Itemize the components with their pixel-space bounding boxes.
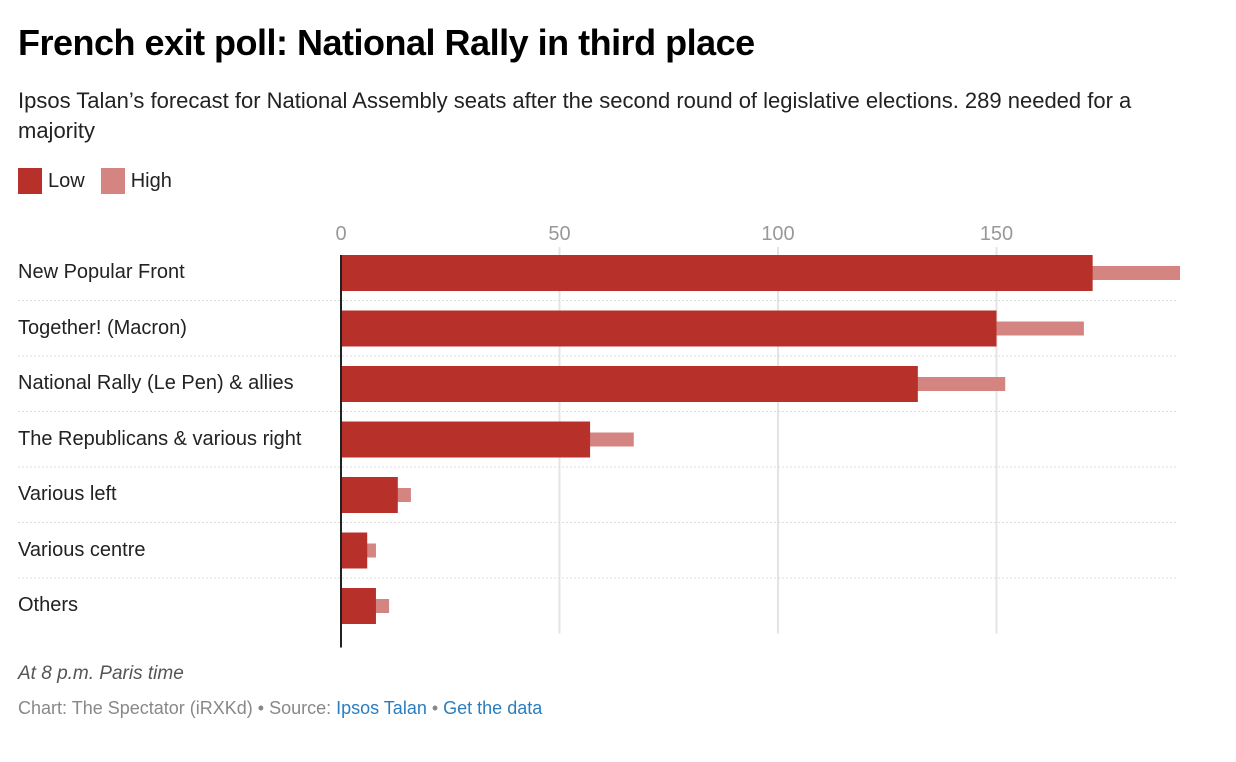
bar-low [341,421,591,458]
credit-text: Chart: The Spectator (iRXKd) • Source: [18,698,337,718]
x-tick-label: 50 [548,223,570,245]
bar-low [341,532,368,569]
legend-label-low: Low [48,169,85,192]
category-label: Others [18,594,79,616]
chart-subtitle: Ipsos Talan’s forecast for National Asse… [18,88,1132,143]
chart-note: At 8 p.m. Paris time [18,663,184,684]
category-label: Various left [18,483,117,505]
source-link[interactable]: Ipsos Talan [336,698,427,718]
x-tick-label: 0 [335,223,346,245]
footer-separator: • [426,698,444,718]
legend-label-high: High [130,169,172,192]
category-label: Various centre [18,538,146,561]
get-data-link[interactable]: Get the data [443,698,543,718]
legend: Low High [18,168,188,194]
bar-low [341,477,398,513]
x-tick-label: 150 [980,223,1013,245]
bar-low [341,310,997,347]
legend-swatch-low [18,168,42,194]
legend-item-low: Low [18,168,85,194]
legend-item-high: High [100,168,172,194]
legend-swatch-high [100,168,125,194]
bar-low [341,588,376,624]
chart-footer: Chart: The Spectator (iRXKd) • Source: I… [18,698,542,719]
chart-title: French exit poll: National Rally in thir… [18,22,755,63]
category-label: New Popular Front [18,261,185,283]
bar-low [341,366,918,402]
x-tick-label: 100 [761,223,794,245]
category-label: Together! (Macron) [18,316,187,339]
category-label: National Rally (Le Pen) & allies [18,372,294,394]
bar-low [341,255,1093,291]
category-label: The Republicans & various right [18,427,302,450]
